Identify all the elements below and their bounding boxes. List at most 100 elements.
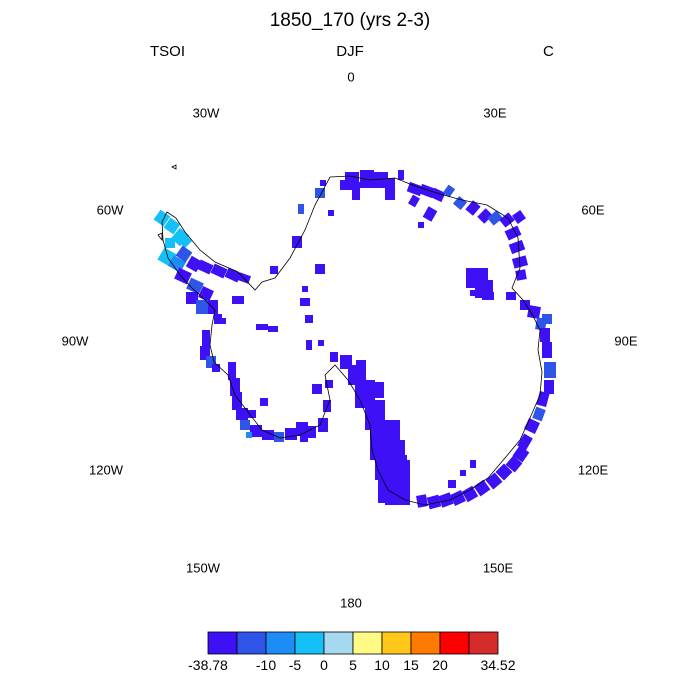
soil-temp-cell xyxy=(186,277,204,295)
colorbar-box xyxy=(381,631,412,655)
colorbar-tick-label: 15 xyxy=(403,657,419,673)
soil-temp-cell xyxy=(256,324,268,330)
soil-temp-cell xyxy=(230,378,240,396)
soil-temp-cell xyxy=(224,267,242,283)
soil-temp-cell xyxy=(527,305,541,319)
soil-temp-cell xyxy=(315,188,325,198)
soil-temp-cell xyxy=(196,300,208,314)
soil-temp-cell xyxy=(174,267,192,285)
soil-temp-cell xyxy=(262,430,274,440)
lon-label-0: 0 xyxy=(347,69,355,85)
lon-label-180: 180 xyxy=(340,595,362,611)
soil-temp-cell xyxy=(348,365,366,385)
antarctic-peninsula-islands xyxy=(157,164,177,242)
soil-temp-cell xyxy=(212,364,220,372)
soil-temp-cell xyxy=(470,460,476,468)
soil-temp-cell xyxy=(395,455,407,469)
colorbar-boxes xyxy=(207,631,499,655)
soil-temp-cell xyxy=(372,382,384,398)
colorbar-tick-label: 34.52 xyxy=(480,657,515,673)
soil-temp-cell xyxy=(240,420,250,430)
soil-temp-cell xyxy=(385,178,395,200)
soil-temp-cell xyxy=(452,195,468,211)
soil-temp-cell xyxy=(542,314,552,324)
antarctica-coastline xyxy=(161,175,543,506)
soil-temp-cell xyxy=(512,210,526,224)
soil-temp-cell xyxy=(442,184,456,198)
soil-temp-cell xyxy=(325,380,333,388)
soil-temp-cell xyxy=(318,418,328,432)
soil-temp-cell xyxy=(320,180,326,186)
units-label: C xyxy=(543,43,554,60)
soil-temp-cell xyxy=(460,470,466,476)
soil-temp-cell xyxy=(352,182,360,200)
soil-temp-cell xyxy=(315,264,325,274)
colorbar-box xyxy=(468,631,499,655)
colorbar-tick-label: -10 xyxy=(256,657,276,673)
lon-label-30e: 30E xyxy=(483,105,507,121)
colorbar-box xyxy=(439,631,470,655)
soil-temp-cell xyxy=(300,298,310,306)
soil-temp-cell xyxy=(532,406,546,422)
lon-label-30w: 30W xyxy=(192,105,220,121)
soil-temp-cell xyxy=(416,494,428,508)
soil-temp-cell xyxy=(499,212,515,228)
soil-temp-cell xyxy=(430,187,446,203)
colorbar-box xyxy=(207,631,238,655)
soil-temp-cell xyxy=(208,300,218,314)
soil-temp-cell xyxy=(504,225,522,241)
soil-temp-cell xyxy=(175,245,193,263)
colorbar-box xyxy=(352,631,383,655)
soil-temp-cell xyxy=(465,200,481,216)
soil-temp-cell xyxy=(177,233,193,249)
soil-temp-cell xyxy=(186,292,198,304)
soil-temp-cell xyxy=(236,408,248,420)
soil-temp-cell xyxy=(426,494,442,510)
soil-temp-cell xyxy=(214,314,222,324)
soil-temp-cell xyxy=(438,492,454,508)
plot-title: 1850_170 (yrs 2-3) xyxy=(269,10,431,31)
soil-temp-cell xyxy=(232,392,242,410)
soil-temp-cell xyxy=(300,434,308,442)
soil-temp-cell xyxy=(512,445,530,463)
soil-temp-cell xyxy=(340,355,352,369)
colorbar-box xyxy=(294,631,325,655)
lon-label-90e: 90E xyxy=(614,333,638,349)
soil-temp-cell xyxy=(246,432,252,438)
soil-temp-cell xyxy=(487,210,503,226)
soil-temp-cell xyxy=(422,206,438,222)
soil-temp-cell xyxy=(473,479,491,497)
soil-temp-cell xyxy=(250,425,262,437)
soil-temp-cell xyxy=(477,208,493,224)
colorbar-box xyxy=(410,631,441,655)
soil-temp-cell xyxy=(165,238,175,248)
soil-temp-cell xyxy=(400,475,410,489)
soil-temp-cell xyxy=(302,286,308,292)
soil-temp-cell xyxy=(248,410,256,418)
soil-temp-cell xyxy=(542,342,552,358)
soil-temp-cell xyxy=(306,426,316,438)
colorbar-tick-label: 5 xyxy=(349,657,357,673)
colorbar-tick-label: 0 xyxy=(320,657,328,673)
soil-temp-cell xyxy=(418,222,424,228)
soil-temp-cell xyxy=(202,330,210,346)
soil-temp-cell xyxy=(232,296,244,304)
soil-temp-cell xyxy=(306,340,312,350)
soil-temp-cell xyxy=(517,433,533,451)
lon-label-60e: 60E xyxy=(581,202,605,218)
soil-temp-cell xyxy=(312,384,322,394)
soil-temp-cell xyxy=(328,210,334,216)
soil-temp-cell xyxy=(167,255,187,273)
soil-temp-cell xyxy=(544,380,554,394)
soil-temp-cell xyxy=(260,398,268,406)
soil-temp-cell xyxy=(298,204,304,214)
soil-temp-cell xyxy=(385,490,410,505)
soil-temp-cell xyxy=(330,352,338,362)
soil-temp-cell xyxy=(398,170,404,180)
soil-temp-cell xyxy=(485,472,503,490)
soil-temp-cell xyxy=(163,217,181,235)
colorbar-box xyxy=(323,631,354,655)
soil-temp-cell xyxy=(540,328,550,342)
soil-temp-cell xyxy=(356,360,366,368)
